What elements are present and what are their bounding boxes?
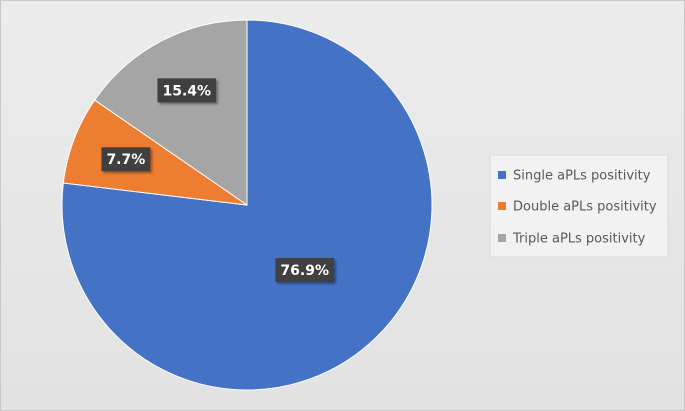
data-label: 76.9% bbox=[280, 263, 329, 279]
data-label-box bbox=[157, 78, 217, 103]
data-label: 15.4% bbox=[162, 83, 211, 99]
legend-swatch bbox=[498, 171, 506, 179]
pie-slice bbox=[93, 19, 248, 206]
data-label-box bbox=[101, 147, 151, 172]
legend-swatch bbox=[498, 202, 506, 210]
data-label-box bbox=[275, 258, 334, 283]
legend-label: Triple aPLs positivity bbox=[512, 232, 646, 247]
legend-label: Single aPLs positivity bbox=[513, 169, 651, 184]
data-label: 7.7% bbox=[106, 152, 145, 168]
legend-swatch bbox=[498, 234, 506, 242]
pie-slice bbox=[61, 19, 433, 391]
legend-box bbox=[489, 154, 669, 258]
legend-label: Double aPLs positivity bbox=[513, 200, 657, 215]
